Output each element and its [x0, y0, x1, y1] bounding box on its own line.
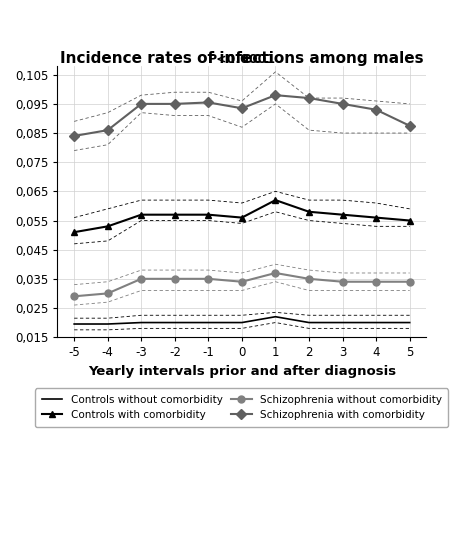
Text: P<0.0001: P<0.0001	[208, 53, 276, 66]
Legend: Controls without comorbidity, Controls with comorbidity, Schizophrenia without c: Controls without comorbidity, Controls w…	[35, 388, 448, 427]
Title: Incidence rates of infections among males: Incidence rates of infections among male…	[60, 51, 424, 66]
X-axis label: Yearly intervals prior and after diagnosis: Yearly intervals prior and after diagnos…	[88, 365, 396, 378]
